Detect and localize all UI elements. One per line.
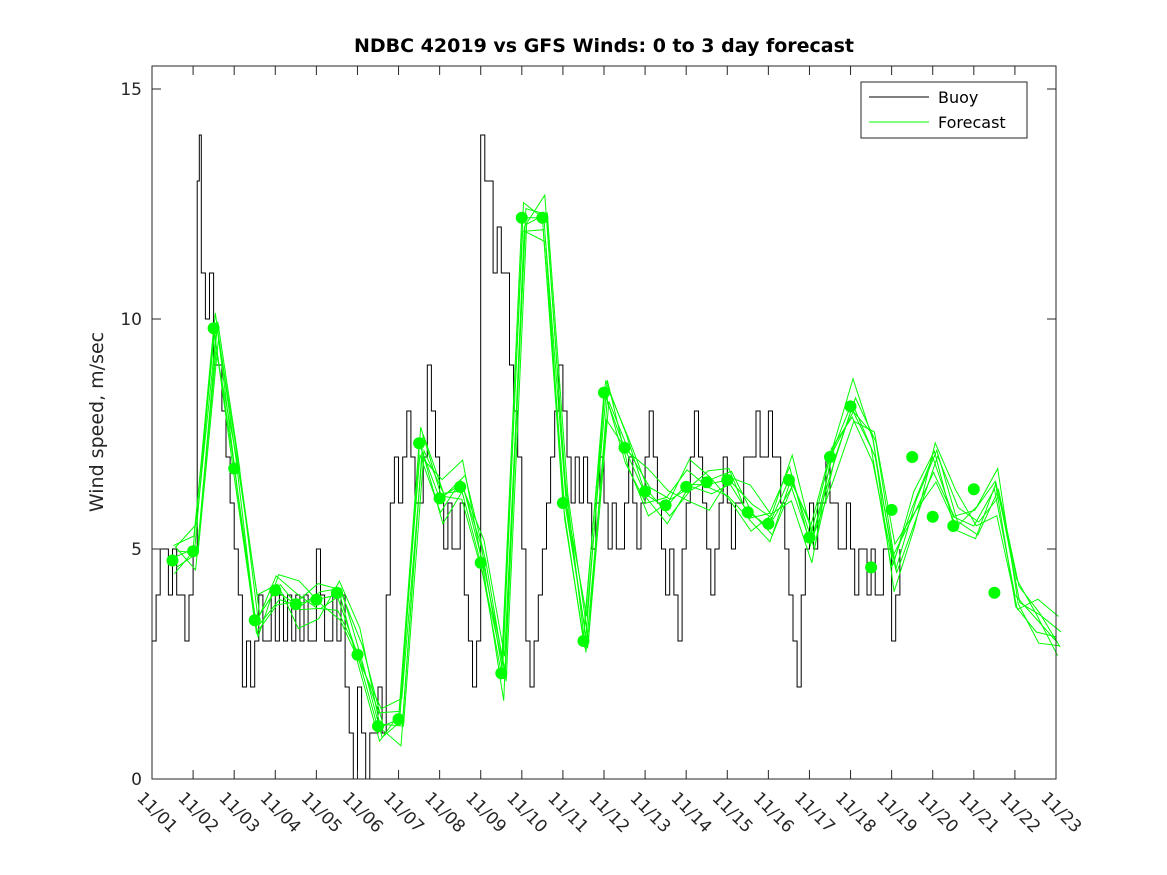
forecast-point xyxy=(577,635,590,647)
forecast-point xyxy=(598,386,610,399)
forecast-line-4 xyxy=(174,193,1059,747)
forecast-point xyxy=(926,510,939,523)
forecast-point xyxy=(269,584,282,597)
forecast-point xyxy=(885,503,898,516)
forecast-point xyxy=(207,322,220,335)
forecast-point xyxy=(351,648,364,661)
chart-title: NDBC 42019 vs GFS Winds: 0 to 3 day fore… xyxy=(354,35,854,57)
forecast-point xyxy=(967,483,980,496)
forecast-point xyxy=(659,499,672,512)
forecast-point xyxy=(844,400,857,413)
legend: Buoy Forecast xyxy=(860,81,1028,139)
forecast-point xyxy=(392,713,405,726)
forecast-point xyxy=(947,520,960,532)
y-axis: 0 5 10 15 xyxy=(120,80,1056,790)
forecast-series xyxy=(172,193,1062,747)
forecast-point xyxy=(639,485,652,498)
forecast-point xyxy=(865,561,878,574)
forecast-point xyxy=(721,474,734,486)
forecast-line-6 xyxy=(176,207,1061,739)
buoy-line xyxy=(152,134,901,780)
forecast-point xyxy=(680,480,693,493)
forecast-point xyxy=(906,451,919,463)
forecast-point xyxy=(372,720,384,733)
forecast-line-7 xyxy=(177,212,1062,727)
y-tick-label: 15 xyxy=(120,80,142,100)
forecast-point xyxy=(536,211,549,224)
forecast-point xyxy=(762,517,775,530)
y-tick-label: 0 xyxy=(131,770,142,790)
forecast-point xyxy=(618,441,631,454)
forecast-point xyxy=(413,437,426,450)
forecast-point xyxy=(515,211,528,224)
forecast-point xyxy=(474,556,487,569)
forecast-point xyxy=(454,480,467,493)
legend-buoy-label: Buoy xyxy=(938,88,978,107)
y-tick-label: 10 xyxy=(120,310,142,330)
forecast-point xyxy=(248,614,261,627)
forecast-point xyxy=(803,531,816,544)
forecast-point xyxy=(495,667,508,680)
buoy-series xyxy=(152,134,901,780)
forecast-point xyxy=(824,451,836,463)
forecast-point xyxy=(228,462,241,475)
forecast-point xyxy=(700,476,713,489)
forecast-point xyxy=(782,474,795,486)
forecast-point xyxy=(330,586,343,599)
forecast-markers xyxy=(166,211,1001,733)
forecast-point xyxy=(310,593,323,606)
forecast-point xyxy=(187,545,200,558)
y-axis-label: Wind speed, m/sec xyxy=(86,332,108,512)
legend-forecast-label: Forecast xyxy=(938,113,1006,132)
forecast-point xyxy=(433,492,446,505)
forecast-point xyxy=(289,598,302,611)
forecast-point xyxy=(741,506,754,519)
forecast-point xyxy=(166,554,179,567)
forecast-point xyxy=(988,586,1001,599)
forecast-point xyxy=(556,497,569,509)
y-tick-label: 5 xyxy=(131,540,142,560)
legend-box xyxy=(860,81,1028,139)
